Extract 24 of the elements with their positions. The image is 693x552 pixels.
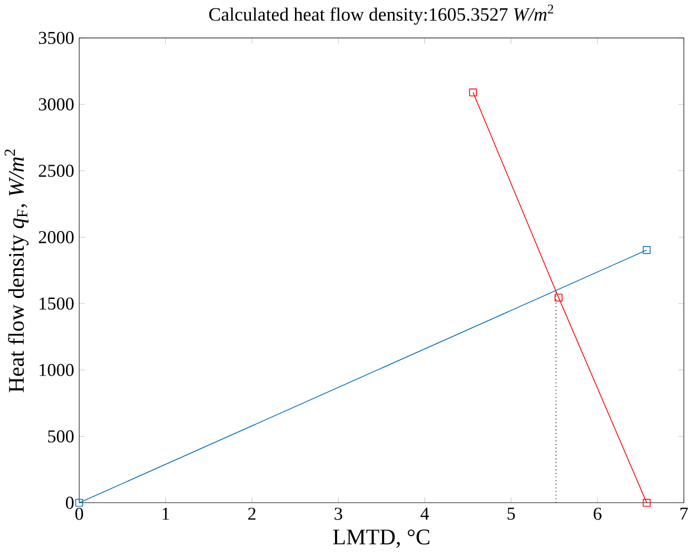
y-axis-title: Heat flow density q$_{F}$, W/m$^{2}$ (4, 149, 29, 392)
chart-title: Calculated heat flow density:1605.3527 W/m$^{2}$ (209, 4, 554, 25)
x-tick-label: 1 (162, 508, 170, 520)
point (642, 246, 651, 254)
y-tick-label: 2500 (38, 164, 74, 177)
point (469, 88, 477, 96)
y-tick-label: 1500 (40, 297, 74, 310)
x-axis-title: LMTD, °C (333, 529, 430, 548)
x-tick-label: 7 (680, 508, 688, 520)
x-tick-label: 0 (75, 508, 84, 520)
y-tick-label: 0 (66, 496, 74, 509)
point (75, 498, 84, 507)
point (642, 498, 651, 507)
x-tick-label: 6 (594, 508, 602, 520)
y-tick-label: 3500 (38, 32, 74, 44)
y-tick-label: 1000 (40, 364, 74, 376)
y-tick-label: 3000 (38, 98, 74, 110)
point (554, 294, 562, 302)
x-tick-label: 2 (248, 508, 256, 520)
y-tick-label: 2000 (38, 230, 74, 244)
y-tick-label: 500 (48, 430, 74, 442)
x-tick-label: 3 (334, 508, 342, 520)
x-tick-label: 5 (508, 508, 515, 520)
x-tick-label: 4 (420, 508, 429, 520)
